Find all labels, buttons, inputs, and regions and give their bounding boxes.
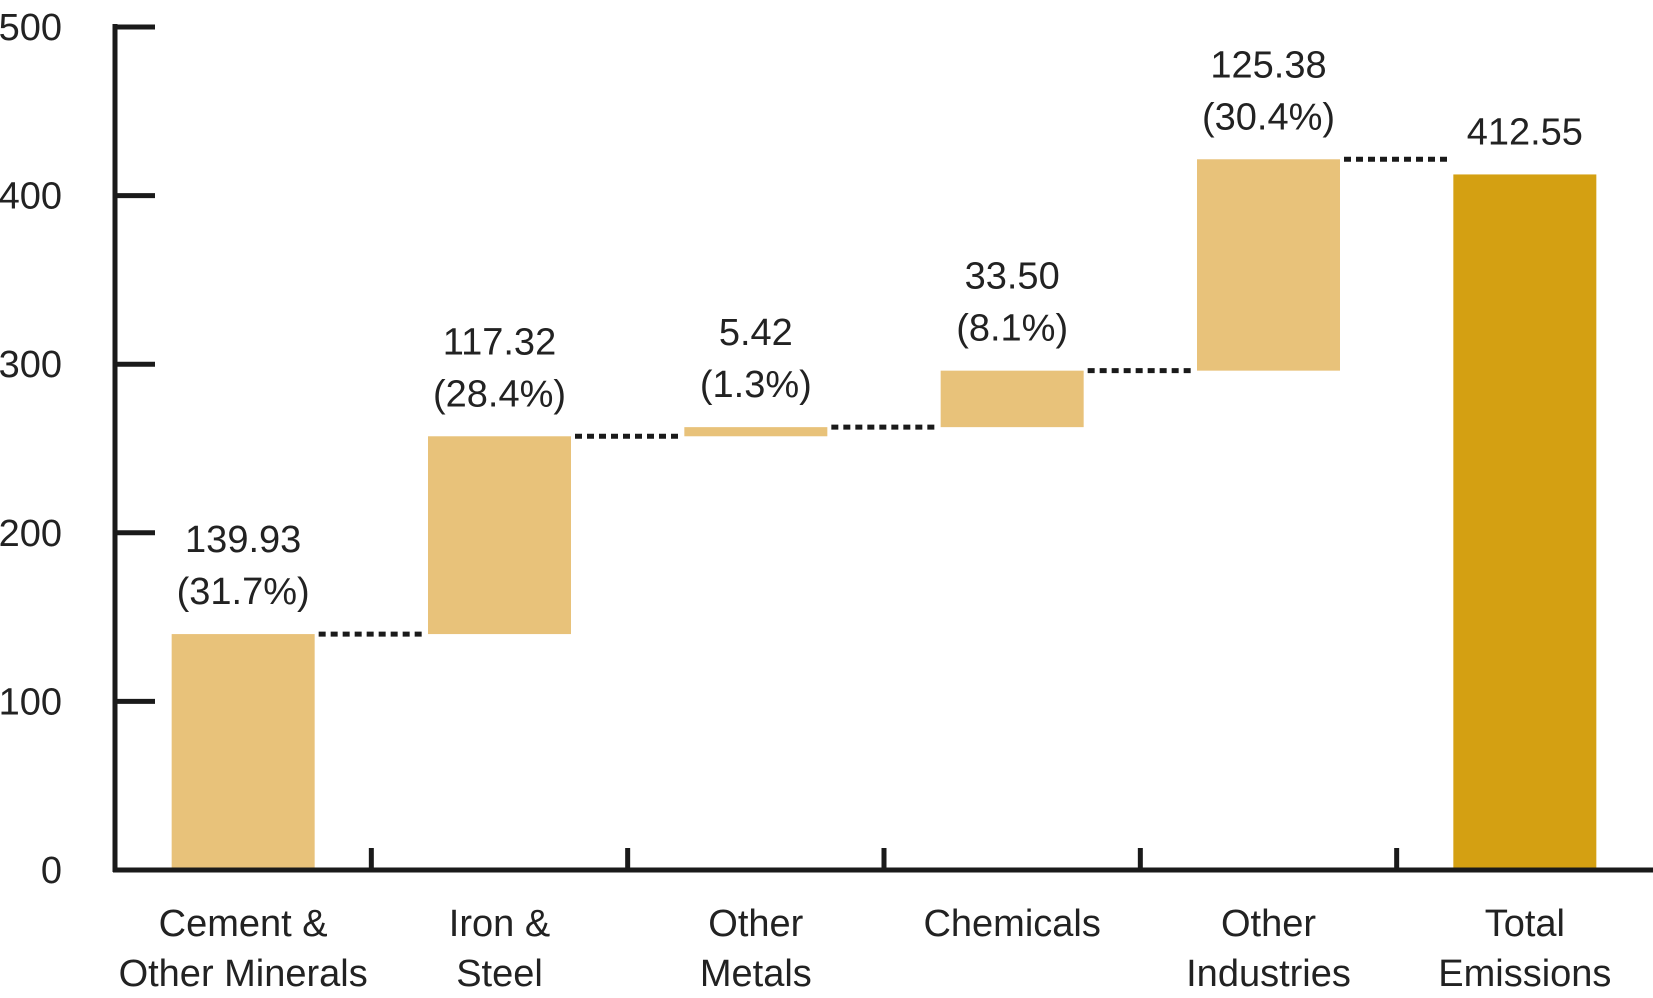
bar-4 — [1197, 159, 1340, 371]
bar-5 — [1453, 174, 1597, 871]
data-label-3: 33.50 (8.1%) — [956, 256, 1068, 350]
data-label-2: 5.42 (1.3%) — [700, 312, 812, 406]
bar-2 — [684, 427, 828, 437]
category-label-4: Other Industries — [1186, 903, 1351, 995]
category-label-5: Total Emissions — [1438, 903, 1611, 995]
category-label-1: Iron & Steel — [449, 903, 550, 995]
axes — [112, 24, 1653, 873]
y-tick-label-0: 0 — [41, 850, 62, 892]
data-label-5: 412.55 — [1467, 111, 1583, 153]
data-label-4: 125.38 (30.4%) — [1202, 44, 1335, 138]
category-label-3: Chemicals — [923, 903, 1100, 945]
bars — [171, 159, 1597, 871]
connectors — [318, 156, 1450, 637]
y-tick-label-1: 100 — [0, 681, 62, 723]
category-label-2: Other Metals — [700, 903, 812, 995]
y-tick-label-5: 500 — [0, 7, 62, 49]
data-label-0: 139.93 (31.7%) — [177, 519, 310, 613]
data-labels: 139.93 (31.7%) 117.32 (28.4%) 5.42 (1.3%) 33.5… — [177, 44, 1583, 613]
y-tick-label-2: 200 — [0, 513, 62, 555]
y-tick-label-4: 400 — [0, 176, 62, 218]
y-tick-labels: 0 100 200 300 400 500 — [0, 7, 62, 892]
bar-0 — [171, 634, 315, 870]
data-label-1: 117.32 (28.4%) — [433, 321, 566, 415]
category-label-0: Cement & Other Minerals — [119, 903, 368, 995]
y-tick-label-3: 300 — [0, 344, 62, 386]
category-labels: Cement & Other Minerals Iron & Steel Other Me… — [119, 903, 1612, 995]
bar-1 — [428, 436, 571, 635]
bar-3 — [940, 370, 1084, 428]
